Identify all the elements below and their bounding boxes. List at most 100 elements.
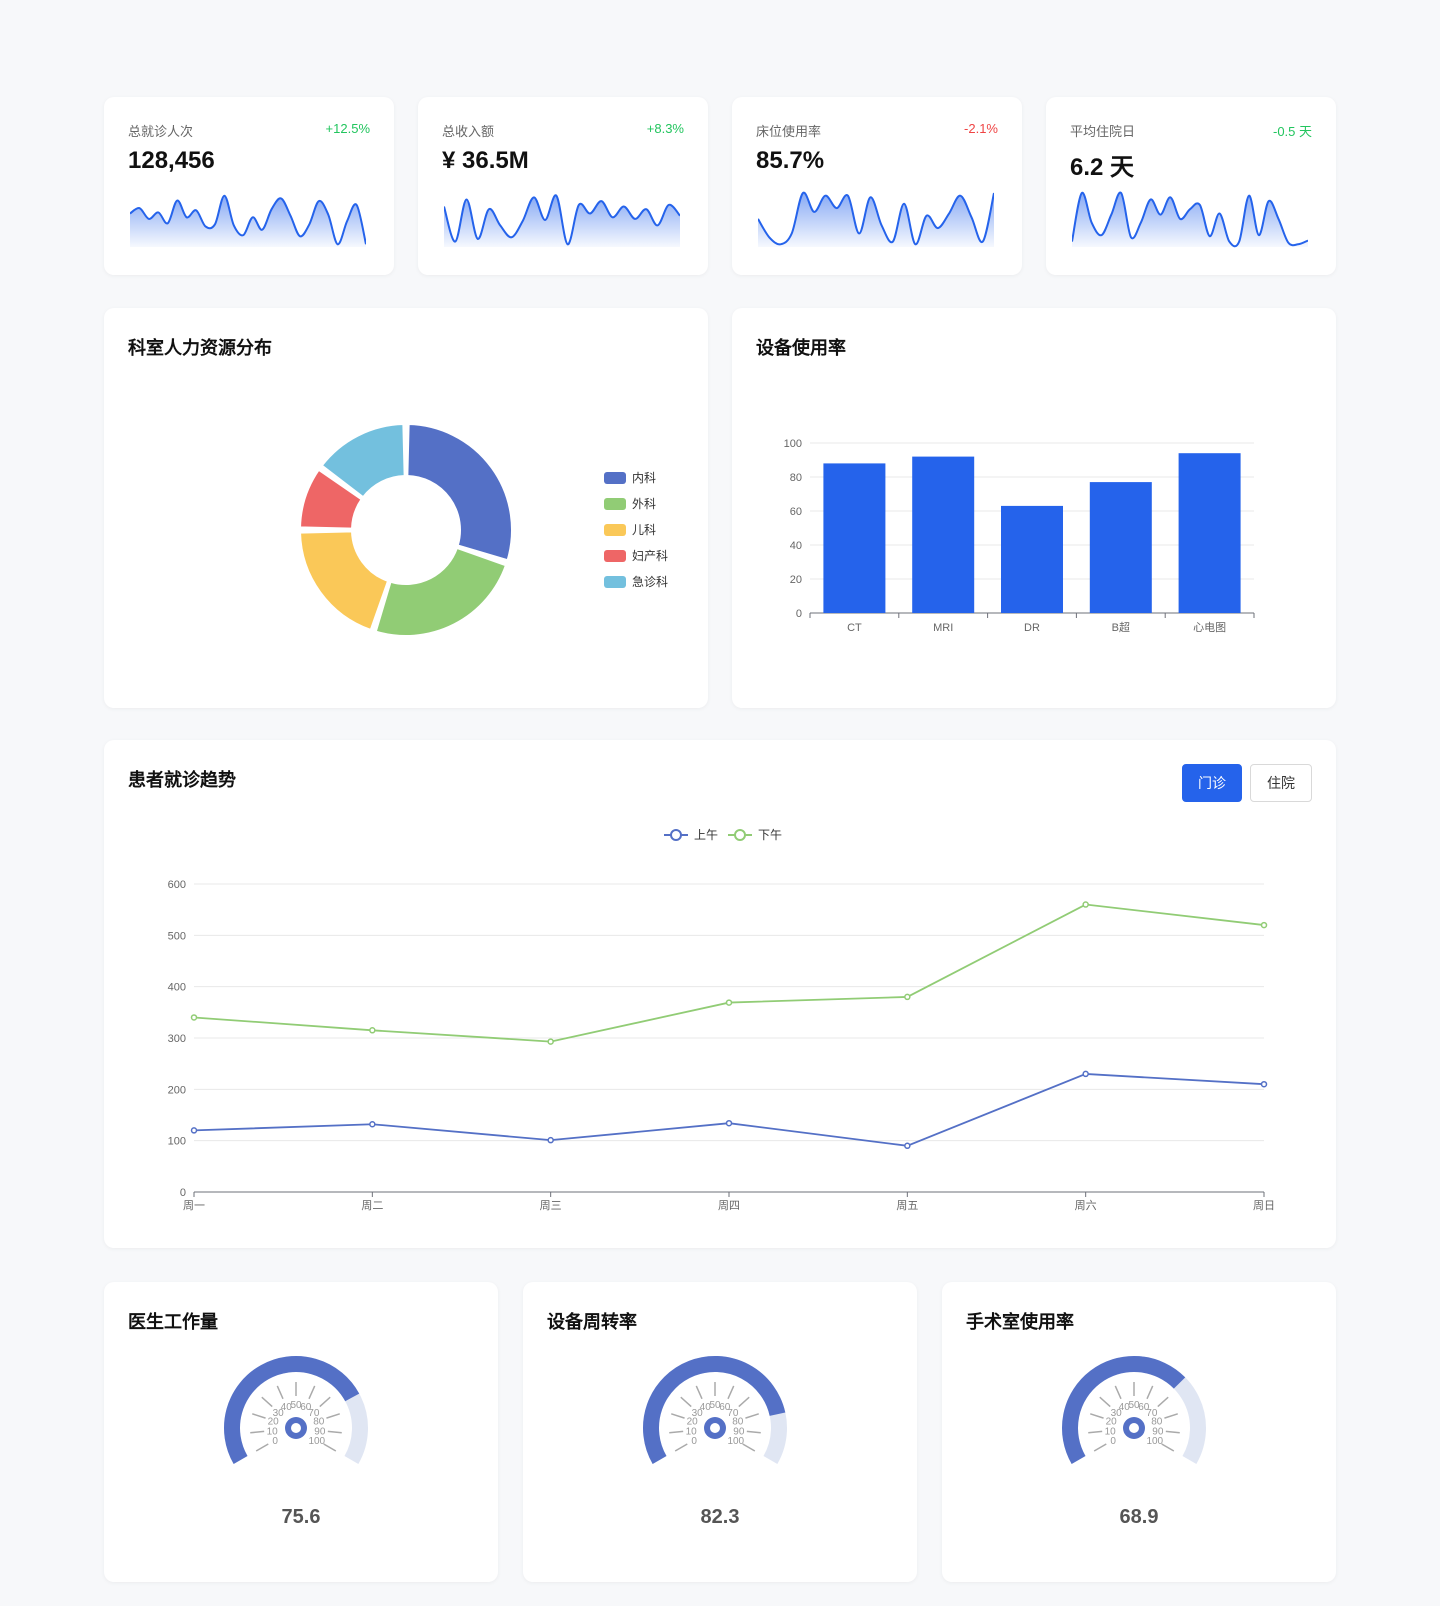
gauge-tick — [669, 1430, 684, 1434]
gauge-scale-label: 20 — [1106, 1417, 1118, 1428]
gauge-tick — [1088, 1430, 1103, 1434]
data-point — [547, 1136, 554, 1144]
gauge-tick — [745, 1413, 759, 1419]
gauge-fill — [1062, 1356, 1186, 1464]
sparkline-area — [130, 195, 366, 247]
gauge-tick — [276, 1385, 284, 1400]
gauge-scale-label: 50 — [290, 1400, 302, 1411]
kpi-label: 平均住院日 — [1070, 124, 1136, 139]
y-tick-label: 500 — [168, 930, 186, 942]
gauge-tick — [1161, 1443, 1175, 1452]
legend-item[interactable]: 急诊科 — [604, 573, 668, 590]
kpi-card-avg-stay: 平均住院日 -0.5 天 6.2 天 — [1046, 97, 1336, 275]
legend-item[interactable]: 外科 — [604, 495, 656, 512]
legend-label: 外科 — [632, 497, 657, 511]
kpi-value: 128,456 — [128, 147, 215, 174]
outpatient-button[interactable]: 门诊 — [1182, 764, 1242, 802]
bar — [1178, 453, 1241, 613]
gauge-scale-label: 0 — [272, 1436, 278, 1447]
gauge-scale-label: 60 — [300, 1402, 312, 1413]
sparkline-area — [1072, 192, 1308, 247]
legend-swatch — [604, 523, 626, 536]
x-tick-label: B超 — [1112, 620, 1130, 634]
donut-chart — [299, 423, 513, 637]
kpi-label: 总收入额 — [442, 124, 495, 139]
y-tick-label: 40 — [790, 540, 802, 552]
gauge-card-equipment-turnover: 设备周转率 0 10 20 30 40 50 60 70 80 90 100 82.3 — [523, 1282, 917, 1582]
x-tick-label: 周一 — [183, 1199, 205, 1212]
gauge-tick — [1090, 1413, 1104, 1419]
legend-label: 下午 — [758, 828, 782, 842]
gauge-scale-label: 90 — [733, 1427, 745, 1438]
x-tick-label: 周三 — [540, 1199, 562, 1212]
donut-slice — [374, 546, 507, 637]
legend-label: 妇产科 — [632, 549, 669, 563]
series-line — [193, 903, 1265, 1043]
gauge-tick — [1165, 1430, 1180, 1434]
legend-label: 急诊科 — [632, 575, 669, 589]
gauge-scale-label: 90 — [314, 1427, 326, 1438]
gauge-tick — [1114, 1385, 1122, 1400]
gauge-tick — [671, 1413, 685, 1419]
donut-slice — [299, 530, 390, 631]
gauge-card-doctor-workload: 医生工作量 0 10 20 30 40 50 60 70 80 90 100 75.6 — [104, 1282, 498, 1582]
gauge-scale-label: 40 — [281, 1402, 293, 1413]
gauge-value: 82.3 — [700, 1506, 740, 1528]
gauge-scale-label: 30 — [1111, 1408, 1123, 1419]
data-point — [190, 1127, 198, 1134]
data-point — [547, 1038, 554, 1045]
gauge-pivot-center — [710, 1423, 720, 1433]
gauge-scale-label: 10 — [1105, 1427, 1117, 1438]
gauge-tick — [255, 1443, 269, 1452]
legend-item[interactable]: 内科 — [604, 469, 656, 486]
kpi-sparkline — [1072, 191, 1308, 248]
data-point — [904, 993, 911, 1001]
y-tick-label: 60 — [790, 506, 802, 518]
data-point — [725, 1119, 733, 1127]
legend-item[interactable]: 妇产科 — [604, 547, 668, 564]
y-tick-label: 300 — [168, 1033, 186, 1045]
kpi-change: -2.1% — [964, 121, 998, 136]
y-tick-label: 80 — [790, 472, 802, 484]
gauge-tick — [674, 1443, 688, 1452]
gauge-scale-label: 80 — [1151, 1417, 1163, 1428]
kpi-change: -0.5 天 — [1272, 124, 1312, 139]
panel-title: 医生工作量 — [128, 1312, 218, 1332]
kpi-value: 85.7% — [756, 147, 825, 174]
gauge-scale-label: 50 — [1128, 1400, 1140, 1411]
gauge-scale-label: 30 — [692, 1408, 704, 1419]
kpi-card-revenue: 总收入额 +8.3% ¥ 36.5M — [418, 97, 708, 275]
gauge-scale-label: 40 — [700, 1402, 712, 1413]
inpatient-button[interactable]: 住院 — [1250, 764, 1312, 802]
bar-chart: 0 20 40 60 80 100 CT MRI DR B超 心电图 — [784, 438, 1255, 634]
bar — [912, 456, 975, 613]
gauge-scale-label: 60 — [1138, 1402, 1150, 1413]
gauge-value: 68.9 — [1119, 1506, 1159, 1528]
y-tick-label: 100 — [168, 1136, 186, 1148]
gauge-scale-label: 0 — [691, 1436, 697, 1447]
gauge-scale-label: 70 — [308, 1408, 320, 1419]
legend-item[interactable]: 儿科 — [604, 521, 656, 538]
kpi-label: 床位使用率 — [756, 124, 822, 139]
gauge-scale-label: 30 — [273, 1408, 285, 1419]
data-point — [1082, 1070, 1089, 1078]
x-tick-label: 周五 — [896, 1199, 918, 1212]
x-tick-label: 周日 — [1253, 1199, 1275, 1212]
gauge-tick — [327, 1430, 342, 1434]
gauge-pivot-center — [1129, 1423, 1139, 1433]
kpi-change: +8.3% — [646, 121, 684, 136]
bar — [823, 463, 886, 613]
y-tick-label: 400 — [168, 982, 186, 994]
gauge-tick — [250, 1430, 265, 1434]
legend-marker — [734, 829, 746, 841]
gauge-fill — [643, 1356, 786, 1464]
data-point — [725, 999, 733, 1006]
gauge-tick — [1157, 1396, 1169, 1408]
gauge-scale-label: 40 — [1119, 1402, 1131, 1413]
line-chart: 0 100 200 300 400 500 600 周一 周二 周三 周四 周五 周六 周日 上午 下午 — [168, 828, 1275, 1212]
x-tick-label: MRI — [933, 622, 953, 634]
legend-swatch — [604, 549, 626, 562]
gauge-tick — [261, 1396, 273, 1408]
